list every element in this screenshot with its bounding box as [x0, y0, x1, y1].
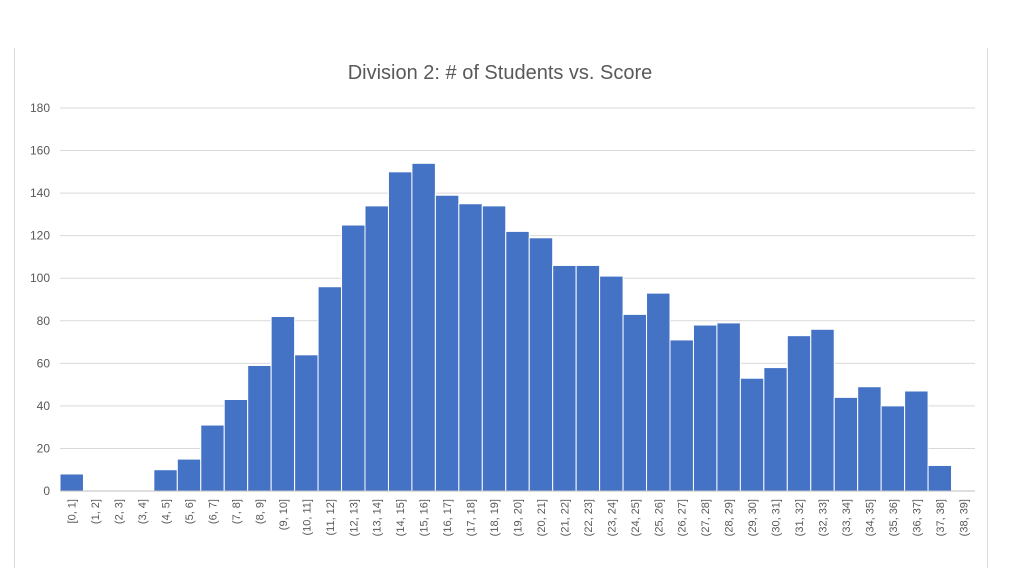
- x-tick-label: (23, 24]: [606, 499, 618, 536]
- bar: [646, 292, 671, 492]
- bar: [200, 424, 225, 492]
- y-tick-label: 180: [30, 101, 50, 115]
- x-tick-label: (24, 25]: [630, 499, 642, 536]
- y-tick-label: 140: [30, 186, 50, 200]
- x-tick-label: (34, 35]: [864, 499, 876, 536]
- bar: [247, 364, 272, 492]
- bar: [669, 339, 694, 492]
- bar: [223, 399, 249, 492]
- y-tick-label: 100: [30, 271, 50, 285]
- y-axis-ticks: 0 20 40 60 80 100 120 140 160 180: [30, 101, 50, 498]
- y-tick-label: 60: [37, 356, 51, 370]
- x-tick-label: (29, 30]: [747, 499, 759, 536]
- bars: [59, 162, 953, 492]
- bar: [505, 230, 530, 492]
- chart-frame: [14, 48, 988, 568]
- y-tick-label: 20: [37, 441, 51, 455]
- x-tick-label: [0, 1]: [67, 499, 79, 523]
- y-tick-label: 0: [43, 484, 50, 498]
- x-tick-label: (11, 12]: [325, 499, 337, 536]
- x-tick-label: (37, 38]: [935, 499, 947, 536]
- x-tick-label: (14, 15]: [395, 499, 407, 536]
- x-tick-label: (7, 8]: [231, 499, 243, 524]
- x-axis-ticks: [0, 1] (1, 2] (2, 3] (3, 4] (4, 5] (5, 6] (6, …: [67, 499, 971, 536]
- x-tick-label: (2, 3]: [114, 499, 126, 524]
- x-tick-label: (32, 33]: [818, 499, 830, 536]
- bar: [904, 390, 929, 492]
- bar: [387, 171, 413, 492]
- bar: [411, 162, 436, 492]
- bar: [270, 316, 296, 492]
- bar: [927, 464, 953, 492]
- x-tick-label: (13, 14]: [372, 499, 384, 536]
- x-tick-label: (10, 11]: [301, 499, 313, 536]
- x-tick-label: (18, 19]: [489, 499, 501, 536]
- bar: [857, 386, 882, 492]
- x-tick-label: (4, 5]: [161, 499, 173, 524]
- y-tick-label: 120: [30, 229, 50, 243]
- x-tick-label: (38, 39]: [958, 499, 970, 536]
- bar: [810, 328, 835, 492]
- bar: [552, 264, 577, 492]
- x-tick-label: (20, 21]: [536, 499, 548, 536]
- x-tick-label: (6, 7]: [208, 499, 220, 524]
- chart-title: Division 2: # of Students vs. Score: [347, 62, 653, 84]
- bar: [880, 405, 906, 492]
- bar: [59, 473, 84, 492]
- bar: [153, 469, 178, 492]
- x-tick-label: (9, 10]: [278, 499, 290, 530]
- x-tick-label: (26, 27]: [677, 499, 689, 536]
- y-tick-label: 40: [37, 399, 51, 413]
- x-tick-label: (15, 16]: [419, 499, 431, 536]
- x-tick-label: (30, 31]: [771, 499, 783, 536]
- bar: [317, 286, 343, 492]
- x-tick-label: (17, 18]: [466, 499, 478, 536]
- x-tick-label: (33, 34]: [841, 499, 853, 536]
- x-tick-label: (19, 20]: [513, 499, 525, 536]
- y-tick-label: 160: [30, 144, 50, 158]
- bar: [763, 367, 788, 492]
- bar: [692, 324, 718, 492]
- bar: [481, 205, 507, 492]
- x-tick-label: (3, 4]: [137, 499, 149, 524]
- bar: [575, 264, 601, 492]
- bar: [599, 275, 624, 492]
- bar: [833, 396, 859, 492]
- x-tick-label: (22, 23]: [583, 499, 595, 536]
- bar: [176, 458, 202, 492]
- bar: [364, 205, 389, 492]
- bar: [622, 313, 648, 492]
- bar: [341, 224, 366, 492]
- x-tick-label: (12, 13]: [348, 499, 360, 536]
- x-tick-label: (16, 17]: [442, 499, 454, 536]
- x-tick-label: (21, 22]: [559, 499, 571, 536]
- x-tick-label: (1, 2]: [90, 499, 102, 524]
- x-tick-label: (27, 28]: [700, 499, 712, 536]
- x-tick-label: (31, 32]: [794, 499, 806, 536]
- bar: [786, 335, 812, 492]
- bar: [528, 237, 554, 492]
- bar: [434, 194, 460, 492]
- x-tick-label: (25, 26]: [653, 499, 665, 536]
- bar: [716, 322, 741, 492]
- y-tick-label: 80: [37, 314, 51, 328]
- bar: [458, 203, 483, 492]
- x-tick-label: (5, 6]: [184, 499, 196, 524]
- bar: [294, 354, 319, 492]
- x-tick-label: (28, 29]: [724, 499, 736, 536]
- x-tick-label: (35, 36]: [888, 499, 900, 536]
- bar: [739, 377, 765, 492]
- x-tick-label: (8, 9]: [254, 499, 266, 524]
- x-tick-label: (36, 37]: [911, 499, 923, 536]
